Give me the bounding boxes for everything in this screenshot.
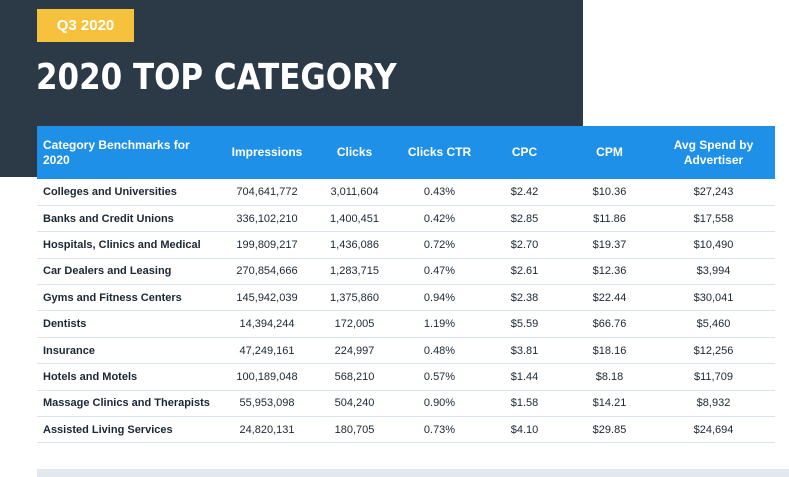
avg-spend-cell: $8,932 (652, 390, 775, 418)
table-row: Car Dealers and Leasing 270,854,666 1,28… (37, 258, 775, 286)
cpm-cell: $19.37 (567, 231, 652, 259)
cpm-cell: $12.36 (567, 258, 652, 286)
cpm-cell: $18.16 (567, 337, 652, 365)
cpc-cell: $1.58 (482, 390, 567, 418)
impressions-cell: 55,953,098 (222, 390, 312, 418)
table-row: Colleges and Universities 704,641,772 3,… (37, 179, 775, 206)
quarter-badge: Q3 2020 (37, 9, 134, 42)
clicks-cell: 1,375,860 (312, 284, 397, 312)
cpc-cell: $1.44 (482, 363, 567, 391)
clicks-cell: 504,240 (312, 390, 397, 418)
cpc-cell: $2.42 (482, 179, 567, 206)
cpc-cell: $4.10 (482, 416, 567, 444)
ctr-cell: 0.43% (397, 179, 482, 206)
cpc-cell: $2.38 (482, 284, 567, 312)
page-title: 2020 TOP CATEGORY (36, 57, 397, 98)
impressions-cell: 199,809,217 (222, 231, 312, 259)
ctr-cell: 0.73% (397, 416, 482, 444)
cpm-cell: $29.85 (567, 416, 652, 444)
category-cell: Insurance (37, 337, 222, 365)
category-cell: Dentists (37, 310, 222, 338)
clicks-cell: 172,005 (312, 310, 397, 338)
cpm-cell: $10.36 (567, 179, 652, 206)
category-cell: Hotels and Motels (37, 363, 222, 391)
avg-spend-cell: $17,558 (652, 205, 775, 233)
avg-spend-cell: $30,041 (652, 284, 775, 312)
cpc-cell: $2.70 (482, 231, 567, 259)
clicks-cell: 3,011,604 (312, 179, 397, 206)
category-cell: Colleges and Universities (37, 179, 222, 206)
category-cell: Banks and Credit Unions (37, 205, 222, 233)
table-header-row: Category Benchmarks for 2020 Impressions… (37, 126, 775, 179)
table-row: Assisted Living Services 24,820,131 180,… (37, 416, 775, 444)
impressions-cell: 145,942,039 (222, 284, 312, 312)
ctr-cell: 0.47% (397, 258, 482, 286)
impressions-cell: 100,189,048 (222, 363, 312, 391)
benchmark-table-container: Category Benchmarks for 2020 Impressions… (37, 126, 775, 444)
table-row: Hospitals, Clinics and Medical 199,809,2… (37, 231, 775, 259)
cpc-cell: $5.59 (482, 310, 567, 338)
impressions-cell: 704,641,772 (222, 179, 312, 206)
clicks-cell: 1,436,086 (312, 231, 397, 259)
cpm-cell: $22.44 (567, 284, 652, 312)
clicks-cell: 1,283,715 (312, 258, 397, 286)
table-row: Hotels and Motels 100,189,048 568,210 0.… (37, 363, 775, 391)
column-header-clicks: Clicks (336, 145, 373, 159)
ctr-cell: 0.90% (397, 390, 482, 418)
avg-spend-cell: $3,994 (652, 258, 775, 286)
impressions-cell: 14,394,244 (222, 310, 312, 338)
cpm-cell: $66.76 (567, 310, 652, 338)
category-cell: Car Dealers and Leasing (37, 258, 222, 286)
ctr-cell: 0.48% (397, 337, 482, 365)
avg-spend-cell: $5,460 (652, 310, 775, 338)
column-header-cpm: CPM (596, 145, 623, 159)
impressions-cell: 336,102,210 (222, 205, 312, 233)
ctr-cell: 0.94% (397, 284, 482, 312)
column-header-category: Category Benchmarks for 2020 (43, 137, 190, 167)
clicks-cell: 1,400,451 (312, 205, 397, 233)
ctr-cell: 0.72% (397, 231, 482, 259)
column-header-impressions: Impressions (231, 145, 303, 159)
cpc-cell: $2.85 (482, 205, 567, 233)
table-row: Banks and Credit Unions 336,102,210 1,40… (37, 205, 775, 233)
ctr-cell: 1.19% (397, 310, 482, 338)
avg-spend-cell: $27,243 (652, 179, 775, 206)
table-row: Gyms and Fitness Centers 145,942,039 1,3… (37, 284, 775, 312)
ctr-cell: 0.42% (397, 205, 482, 233)
header-panel: Q3 2020 2020 TOP CATEGORY (0, 0, 583, 177)
category-cell: Hospitals, Clinics and Medical (37, 231, 222, 259)
impressions-cell: 24,820,131 (222, 416, 312, 444)
table-row: Massage Clinics and Therapists 55,953,09… (37, 390, 775, 418)
category-cell: Assisted Living Services (37, 416, 222, 444)
benchmark-table: Category Benchmarks for 2020 Impressions… (37, 126, 775, 444)
column-header-avg-spend: Avg Spend by Advertiser (673, 137, 754, 167)
table-row: Insurance 47,249,161 224,997 0.48% $3.81… (37, 337, 775, 365)
column-header-clicks-ctr: Clicks CTR (407, 145, 472, 159)
avg-spend-cell: $12,256 (652, 337, 775, 365)
clicks-cell: 568,210 (312, 363, 397, 391)
column-header-cpc: CPC (511, 145, 538, 159)
cpm-cell: $8.18 (567, 363, 652, 391)
cpc-cell: $2.61 (482, 258, 567, 286)
avg-spend-cell: $24,694 (652, 416, 775, 444)
avg-spend-cell: $11,709 (652, 363, 775, 391)
impressions-cell: 270,854,666 (222, 258, 312, 286)
avg-spend-cell: $10,490 (652, 231, 775, 259)
clicks-cell: 180,705 (312, 416, 397, 444)
category-cell: Massage Clinics and Therapists (37, 390, 222, 418)
cpc-cell: $3.81 (482, 337, 567, 365)
cpm-cell: $14.21 (567, 390, 652, 418)
clicks-cell: 224,997 (312, 337, 397, 365)
cpm-cell: $11.86 (567, 205, 652, 233)
impressions-cell: 47,249,161 (222, 337, 312, 365)
ctr-cell: 0.57% (397, 363, 482, 391)
bottom-divider-bar (37, 469, 789, 477)
category-cell: Gyms and Fitness Centers (37, 284, 222, 312)
table-row: Dentists 14,394,244 172,005 1.19% $5.59 … (37, 310, 775, 338)
